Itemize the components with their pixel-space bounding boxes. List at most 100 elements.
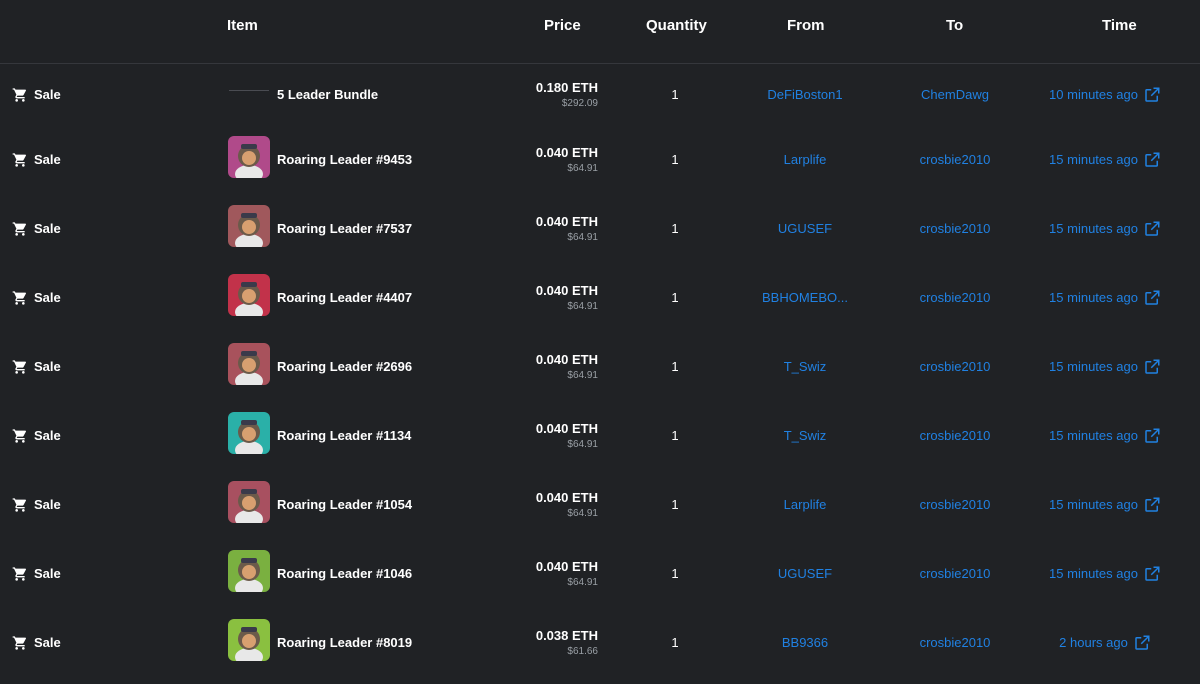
cart-icon <box>12 635 28 651</box>
time-link[interactable]: 2 hours ago <box>1030 608 1180 677</box>
nft-thumbnail[interactable] <box>228 412 270 454</box>
table-row[interactable]: Sale Roaring Leader #9453 0.040 ETH $64.91 1… <box>0 125 1200 194</box>
time-link[interactable]: 15 minutes ago <box>1030 539 1180 608</box>
external-link-icon[interactable] <box>1143 289 1161 307</box>
time-label[interactable]: 15 minutes ago <box>1049 428 1138 443</box>
price-cell: 0.040 ETH $64.91 <box>500 194 598 263</box>
quantity: 1 <box>671 566 679 581</box>
time-label[interactable]: 15 minutes ago <box>1049 359 1138 374</box>
item-name[interactable]: Roaring Leader #8019 <box>277 635 413 650</box>
from-user-link[interactable]: UGUSEF <box>777 566 833 581</box>
time-label[interactable]: 15 minutes ago <box>1049 221 1138 236</box>
nft-thumbnail[interactable] <box>228 343 270 385</box>
table-row[interactable]: Sale Roaring Leader #4407 0.040 ETH $64.91 1… <box>0 263 1200 332</box>
event-label: Sale <box>34 221 61 236</box>
item-name[interactable]: Roaring Leader #2696 <box>277 359 413 374</box>
to-user-link[interactable]: crosbie2010 <box>919 635 991 650</box>
from-user-link[interactable]: DeFiBoston1 <box>767 87 843 102</box>
from-user-link[interactable]: T_Swiz <box>783 359 827 374</box>
time-link[interactable]: 15 minutes ago <box>1030 194 1180 263</box>
from-user-link[interactable]: T_Swiz <box>783 428 827 443</box>
time-label[interactable]: 15 minutes ago <box>1049 152 1138 167</box>
time-link[interactable]: 10 minutes ago <box>1030 60 1180 129</box>
quantity: 1 <box>671 428 679 443</box>
column-header-item[interactable]: Item <box>227 17 258 34</box>
bundle-placeholder <box>229 90 269 91</box>
table-row[interactable]: Sale 5 Leader Bundle 0.180 ETH $292.09 1 DeFi… <box>0 60 1200 129</box>
nft-thumbnail[interactable] <box>228 481 270 523</box>
table-row[interactable]: Sale Roaring Leader #1134 0.040 ETH $64.91 1… <box>0 401 1200 470</box>
item-name[interactable]: Roaring Leader #7537 <box>277 221 413 236</box>
from-user-link[interactable]: BBHOMEBO... <box>762 290 848 305</box>
cart-icon <box>12 152 28 168</box>
event-type: Sale <box>12 401 61 470</box>
item-name[interactable]: 5 Leader Bundle <box>277 87 379 102</box>
quantity: 1 <box>671 359 679 374</box>
external-link-icon[interactable] <box>1143 151 1161 169</box>
table-row[interactable]: Sale Roaring Leader #8019 0.038 ETH $61.66 1… <box>0 608 1200 677</box>
to-user-link[interactable]: crosbie2010 <box>919 566 991 581</box>
nft-thumbnail[interactable] <box>228 274 270 316</box>
external-link-icon[interactable] <box>1143 86 1161 104</box>
from-user-link[interactable]: BB9366 <box>781 635 829 650</box>
time-link[interactable]: 15 minutes ago <box>1030 263 1180 332</box>
event-label: Sale <box>34 428 61 443</box>
time-label[interactable]: 2 hours ago <box>1059 635 1128 650</box>
item-name[interactable]: Roaring Leader #1054 <box>277 497 413 512</box>
time-label[interactable]: 10 minutes ago <box>1049 87 1138 102</box>
time-label[interactable]: 15 minutes ago <box>1049 566 1138 581</box>
nft-thumbnail[interactable] <box>228 136 270 178</box>
price-usd: $64.91 <box>567 163 598 174</box>
table-row[interactable]: Sale Roaring Leader #1054 0.040 ETH $64.91 1… <box>0 470 1200 539</box>
time-link[interactable]: 15 minutes ago <box>1030 332 1180 401</box>
to-user-link[interactable]: crosbie2010 <box>919 497 991 512</box>
from-user-link[interactable]: UGUSEF <box>777 221 833 236</box>
nft-thumbnail[interactable] <box>228 205 270 247</box>
column-header-from[interactable]: From <box>787 17 825 34</box>
external-link-icon[interactable] <box>1143 358 1161 376</box>
event-type: Sale <box>12 608 61 677</box>
item-name[interactable]: Roaring Leader #1134 <box>277 428 412 443</box>
time-link[interactable]: 15 minutes ago <box>1030 470 1180 539</box>
price-eth: 0.040 ETH <box>535 490 598 505</box>
quantity: 1 <box>671 635 679 650</box>
column-header-to[interactable]: To <box>946 17 964 34</box>
external-link-icon[interactable] <box>1133 634 1151 652</box>
event-type: Sale <box>12 332 61 401</box>
to-user-link[interactable]: ChemDawg <box>921 87 989 102</box>
table-row[interactable]: Sale Roaring Leader #1046 0.040 ETH $64.91 1… <box>0 539 1200 608</box>
table-row[interactable]: Sale Roaring Leader #2696 0.040 ETH $64.91 1… <box>0 332 1200 401</box>
time-link[interactable]: 15 minutes ago <box>1030 125 1180 194</box>
to-user-link[interactable]: crosbie2010 <box>919 221 991 236</box>
item-name[interactable]: Roaring Leader #9453 <box>277 152 413 167</box>
table-row[interactable]: Sale Roaring Leader #7537 0.040 ETH $64.91 1… <box>0 194 1200 263</box>
column-header-price[interactable]: Price <box>544 17 581 34</box>
from-user-link[interactable]: Larplife <box>783 497 827 512</box>
time-label[interactable]: 15 minutes ago <box>1049 290 1138 305</box>
to-user-link[interactable]: crosbie2010 <box>919 359 991 374</box>
price-usd: $64.91 <box>567 577 598 588</box>
event-label: Sale <box>34 497 61 512</box>
external-link-icon[interactable] <box>1143 220 1161 238</box>
to-user-link[interactable]: crosbie2010 <box>919 152 991 167</box>
nft-thumbnail[interactable] <box>228 550 270 592</box>
quantity: 1 <box>671 290 679 305</box>
nft-thumbnail[interactable] <box>228 619 270 661</box>
column-header-time[interactable]: Time <box>1102 17 1137 34</box>
column-header-quantity[interactable]: Quantity <box>646 17 707 34</box>
quantity: 1 <box>671 152 679 167</box>
from-user-link[interactable]: Larplife <box>783 152 827 167</box>
event-label: Sale <box>34 87 61 102</box>
external-link-icon[interactable] <box>1143 427 1161 445</box>
external-link-icon[interactable] <box>1143 496 1161 514</box>
time-label[interactable]: 15 minutes ago <box>1049 497 1138 512</box>
item-name[interactable]: Roaring Leader #1046 <box>277 566 413 581</box>
external-link-icon[interactable] <box>1143 565 1161 583</box>
price-eth: 0.040 ETH <box>535 421 598 436</box>
quantity: 1 <box>671 87 679 102</box>
to-user-link[interactable]: crosbie2010 <box>919 290 991 305</box>
to-user-link[interactable]: crosbie2010 <box>919 428 991 443</box>
item-name[interactable]: Roaring Leader #4407 <box>277 290 413 305</box>
price-usd: $64.91 <box>567 301 598 312</box>
time-link[interactable]: 15 minutes ago <box>1030 401 1180 470</box>
